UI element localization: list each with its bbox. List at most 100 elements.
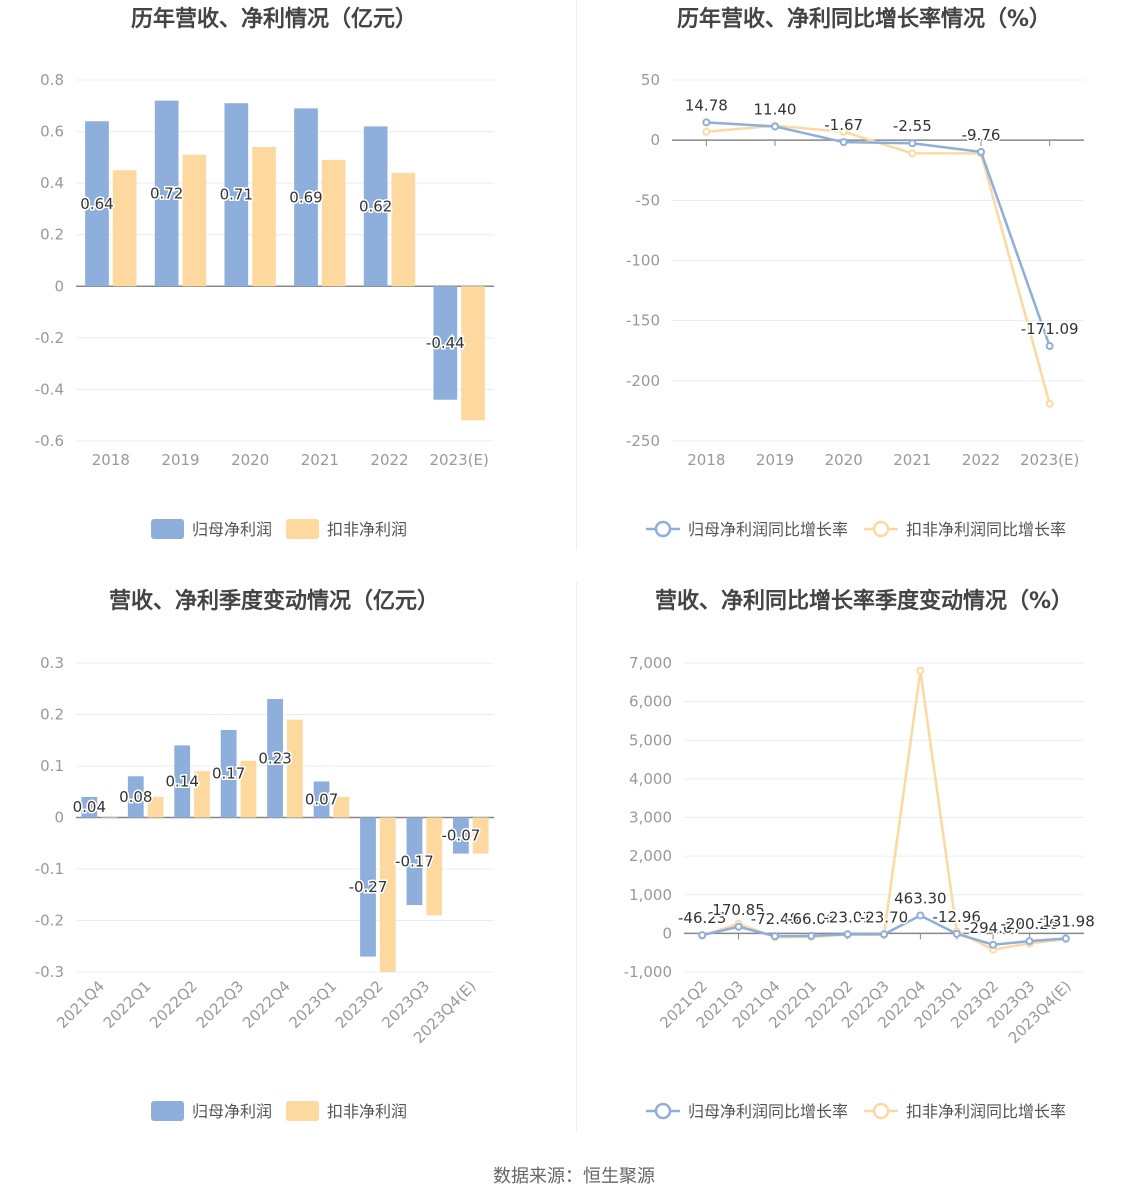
chart-panel-quarterly-profit: 营收、净利季度变动情况（亿元） -0.3 -0.2 -0.1 0 0.1 0.2 0.3 202… [0, 582, 574, 1162]
legend-marker [654, 520, 672, 538]
point-net-profit-growth [702, 118, 711, 127]
data-label: 0.64 [80, 195, 113, 213]
y-tick-label: -0.3 [35, 963, 64, 981]
y-tick-label: 0 [54, 809, 64, 827]
bar-net-profit [220, 729, 237, 818]
point-net-profit-growth [734, 922, 743, 931]
y-tick-label: 0.6 [40, 123, 64, 141]
point-net-profit-growth [1061, 934, 1070, 943]
point-net-profit-growth [839, 138, 848, 147]
point-net-profit-growth [989, 940, 998, 949]
data-label: -9.76 [962, 126, 1001, 144]
y-tick-label: -0.6 [35, 432, 64, 450]
data-label: -0.17 [395, 852, 434, 870]
chart-title: 营收、净利同比增长率季度变动情况（%） [655, 588, 1073, 614]
point-net-profit-growth [952, 929, 961, 938]
y-tick-label: -0.2 [35, 912, 64, 930]
data-label: -23.01 [823, 908, 871, 926]
y-tick-label: 0.2 [40, 226, 64, 244]
x-tick-label: 2022Q2 [146, 977, 201, 1032]
y-tick-label: 0.4 [40, 174, 64, 192]
data-label: 0.04 [73, 798, 106, 816]
x-tick-label: 2020 [231, 451, 269, 469]
x-tick-label: 2022Q3 [193, 977, 248, 1032]
legend-swatch [286, 1101, 319, 1121]
divider-top [576, 0, 577, 550]
data-label: 0.23 [258, 749, 291, 767]
x-tick-label: 2018 [687, 451, 725, 469]
x-tick-label: 2022Q4 [239, 977, 294, 1032]
y-tick-label: 5,000 [629, 731, 672, 749]
y-tick-label: 7,000 [629, 654, 672, 672]
bar-net-profit [81, 796, 98, 818]
chart-title: 历年营收、净利同比增长率情况（%） [677, 6, 1051, 32]
point-deducted-net-profit-growth [908, 149, 917, 158]
point-net-profit-growth [1025, 937, 1034, 946]
legend-marker [654, 1102, 672, 1120]
bar-net-profit [174, 745, 191, 818]
x-tick-label: 2022Q1 [100, 977, 155, 1032]
bar-deducted-net-profit [461, 286, 485, 421]
y-tick-label: -100 [626, 252, 660, 270]
point-net-profit-growth [880, 930, 888, 939]
legend-label: 扣非净利润同比增长率 [906, 1102, 1066, 1121]
data-label: -294.67 [964, 919, 1022, 937]
legend-swatch [286, 519, 319, 539]
point-net-profit-growth [843, 930, 852, 939]
line-net-profit-growth [706, 121, 1051, 347]
data-label: -46.23 [678, 909, 726, 927]
y-tick-label: -0.1 [35, 860, 64, 878]
x-tick-label: 2023(E) [1020, 451, 1079, 469]
data-label: -72.48 [751, 910, 799, 928]
y-tick-label: 1,000 [629, 886, 672, 904]
chart-title: 历年营收、净利情况（亿元） [131, 6, 417, 32]
data-label: 0.08 [119, 788, 152, 806]
x-tick-label: 2019 [161, 451, 199, 469]
data-label: -66.06 [787, 910, 835, 928]
point-net-profit-growth [1045, 342, 1054, 351]
point-net-profit-growth [916, 911, 925, 920]
legend-swatch [151, 519, 184, 539]
data-label: 0.17 [212, 765, 245, 783]
x-tick-label: 2021 [301, 451, 339, 469]
data-label: 463.30 [894, 889, 947, 907]
bar-deducted-net-profit [112, 170, 137, 287]
data-source-note: 数据来源：恒生聚源 [493, 1166, 655, 1187]
bar-deducted-net-profit [252, 147, 276, 287]
y-tick-label: -1,000 [624, 963, 672, 981]
point-net-profit-growth [807, 931, 816, 940]
legend-label: 归母净利润同比增长率 [688, 1102, 848, 1121]
data-label: 11.40 [754, 100, 797, 118]
point-net-profit-growth [771, 122, 779, 131]
bar-net-profit [452, 817, 469, 854]
data-label: -2.55 [893, 117, 932, 135]
y-tick-label: -0.2 [35, 329, 64, 347]
chart-panel-annual-profit: 历年营收、净利情况（亿元） -0.6 -0.4 -0.2 0 0.2 0.4 0.6 0.8 20… [0, 0, 574, 580]
data-label: -0.44 [426, 334, 465, 352]
legend-marker [872, 520, 890, 538]
chart-annual-growth: 历年营收、净利同比增长率情况（%） -250 -200 -150 -100 -50 0 50 2… [626, 6, 1084, 539]
y-tick-label: 0.3 [40, 654, 64, 672]
legend-label: 扣非净利润 [327, 1102, 407, 1121]
data-label: -0.07 [441, 827, 480, 845]
point-net-profit-growth [908, 139, 917, 148]
y-tick-label: 0.8 [40, 71, 64, 89]
legend-label: 归母净利润同比增长率 [688, 520, 848, 539]
y-tick-label: 0 [54, 277, 64, 295]
chart-title: 营收、净利季度变动情况（亿元） [109, 588, 439, 614]
data-label: -0.27 [349, 878, 388, 896]
bar-deducted-net-profit [240, 760, 257, 818]
line-deducted-net-profit-growth [706, 124, 1051, 405]
x-tick-label: 2022 [962, 451, 1000, 469]
chart-panel-quarterly-growth: 营收、净利同比增长率季度变动情况（%） -1,000 0 1,000 2,000 3,00… [574, 582, 1148, 1162]
point-deducted-net-profit-growth [702, 127, 711, 136]
data-label: -12.96 [933, 908, 981, 926]
data-label: 170.85 [712, 901, 765, 919]
bar-net-profit [360, 817, 376, 957]
data-label: 0.07 [305, 790, 338, 808]
bar-deducted-net-profit [426, 817, 443, 916]
y-tick-label: 0.1 [40, 757, 64, 775]
data-label: -171.09 [1021, 320, 1079, 338]
bar-deducted-net-profit [101, 817, 118, 818]
point-net-profit-growth [770, 932, 779, 941]
